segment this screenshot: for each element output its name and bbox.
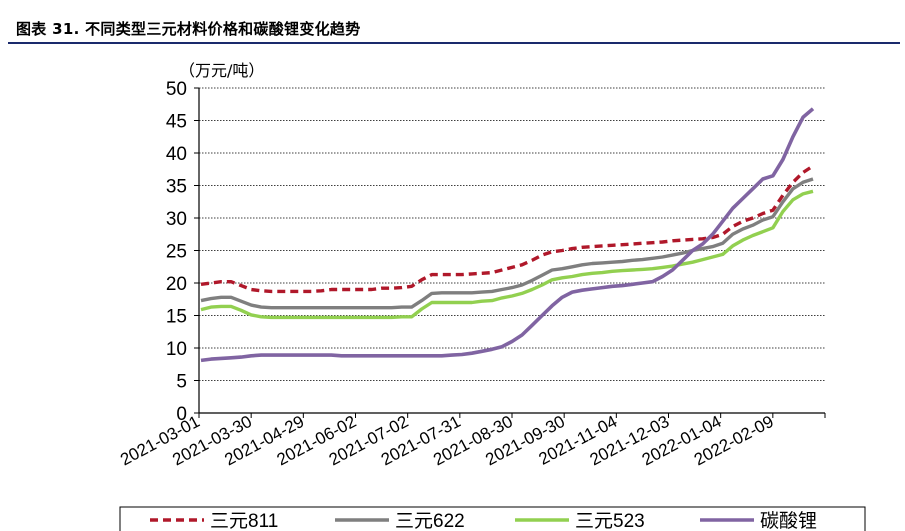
legend-label: 三元622 (395, 511, 465, 531)
legend-label: 三元523 (575, 511, 645, 531)
x-axis-ticks: 2021-03-012021-03-302021-04-292021-06-02… (117, 412, 826, 469)
legend: 三元811 三元622 三元523 碳酸锂 (119, 506, 866, 531)
series-line-1 (200, 164, 814, 294)
series-line-4 (200, 107, 815, 363)
y-tick-label: 20 (166, 274, 187, 295)
y-tick-label: 30 (166, 209, 187, 230)
y-tick-label: 5 (176, 372, 187, 393)
gridlines (199, 87, 825, 381)
y-tick-label: 15 (166, 307, 187, 328)
y-axis-unit-label: （万元/吨） (179, 61, 264, 80)
figure-title: 图表 31. 不同类型三元材料价格和碳酸锂变化趋势 (16, 20, 361, 38)
legend-label: 碳酸锂 (760, 510, 817, 531)
y-tick-label: 50 (166, 79, 187, 100)
y-tick-label: 25 (166, 242, 187, 263)
y-tick-label: 40 (166, 144, 187, 165)
series-line-3 (200, 189, 814, 320)
y-axis-ticks: 0 5 10 15 20 25 30 35 40 45 50 (166, 79, 199, 425)
y-tick-label: 10 (166, 339, 187, 360)
legend-label: 三元811 (210, 511, 278, 531)
title-rule (8, 42, 900, 44)
y-tick-label: 35 (166, 177, 187, 198)
y-tick-label: 0 (176, 404, 187, 425)
y-tick-label: 45 (166, 112, 187, 133)
series-line-2 (200, 177, 814, 310)
series-lines (200, 107, 815, 363)
